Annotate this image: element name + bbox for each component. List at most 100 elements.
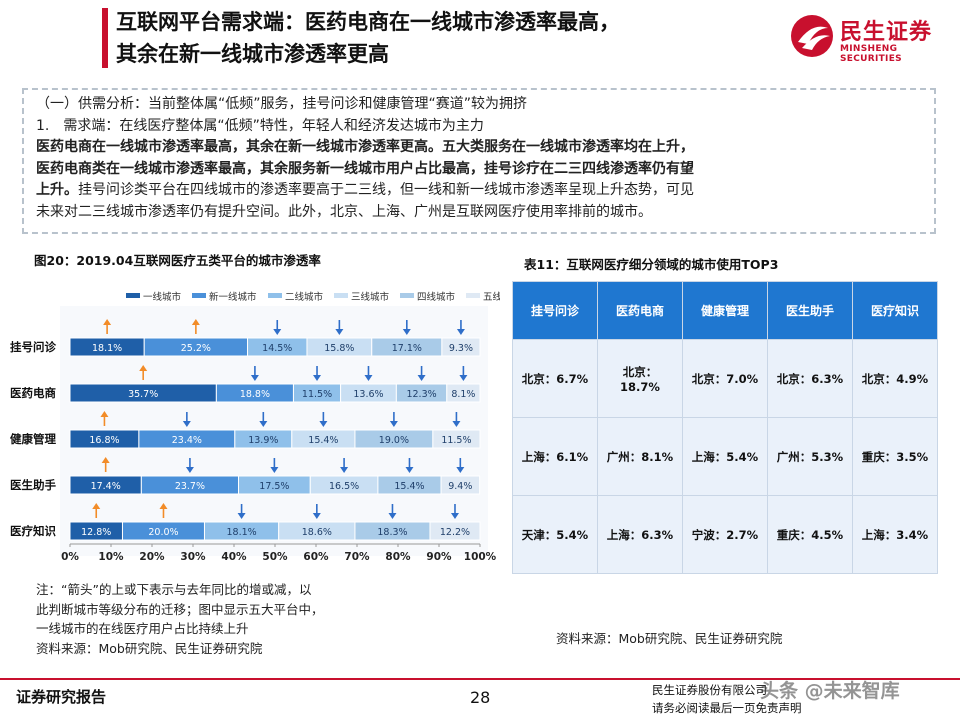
- data-label: 8.1%: [451, 389, 475, 400]
- table-cell: 广州：8.1%: [597, 417, 683, 496]
- chart-source: 资料来源：Mob研究院、民生证券研究院: [36, 640, 263, 656]
- arrow-up-icon: [100, 411, 109, 417]
- arrow-up-icon: [139, 365, 148, 371]
- x-tick-label: 20%: [139, 551, 165, 563]
- summary-line-5: 上升。挂号问诊类平台在四线城市的渗透率要高于二三线，但一线和新一线城市渗透率呈现…: [36, 180, 924, 202]
- data-label: 17.4%: [91, 481, 121, 492]
- data-label: 15.4%: [394, 481, 424, 492]
- title-accent-bar: [102, 8, 108, 68]
- table-cell: 北京：4.9%: [852, 339, 938, 418]
- x-tick-label: 100%: [464, 551, 497, 563]
- legend-swatch: [126, 293, 140, 298]
- legend-label: 三线城市: [351, 291, 390, 303]
- table-cell: 宁波：2.7%: [682, 495, 768, 574]
- arrow-down-icon: [388, 513, 397, 519]
- data-label: 14.5%: [262, 343, 292, 354]
- data-label: 16.8%: [89, 435, 119, 446]
- summary-line-1: （一）供需分析：当前整体属“低频”服务，挂号问诊和健康管理“赛道”较为拥挤: [36, 96, 528, 112]
- arrow-down-icon: [340, 467, 349, 473]
- legend-label: 二线城市: [285, 291, 324, 303]
- data-label: 13.6%: [353, 389, 383, 400]
- arrow-down-icon: [182, 421, 191, 427]
- x-tick-label: 80%: [385, 551, 411, 563]
- legend-swatch: [268, 293, 282, 298]
- arrow-up-icon: [101, 457, 110, 463]
- data-label: 25.2%: [181, 343, 211, 354]
- arrow-up-icon: [103, 319, 112, 325]
- x-tick-label: 0%: [61, 551, 79, 563]
- page-title-line2: 其余在新一线城市渗透率更高: [116, 41, 389, 66]
- data-label: 18.1%: [92, 343, 122, 354]
- data-label: 12.2%: [440, 527, 470, 538]
- table-header-cell: 医药电商: [597, 281, 683, 340]
- x-tick-label: 30%: [180, 551, 206, 563]
- data-label: 35.7%: [128, 389, 158, 400]
- arrow-down-icon: [270, 467, 279, 473]
- table-cell: 上海：5.4%: [682, 417, 768, 496]
- data-label: 15.8%: [324, 343, 354, 354]
- table-cell: 北京：6.3%: [767, 339, 853, 418]
- arrow-down-icon: [405, 467, 414, 473]
- arrow-down-icon: [450, 513, 459, 519]
- table-header-cell: 医疗知识: [852, 281, 938, 340]
- legend-label: 四线城市: [417, 291, 456, 303]
- watermark: 头条 @未来智库: [760, 680, 900, 702]
- minsheng-logo: 民生证券 MINSHENG SECURITIES: [790, 12, 960, 64]
- arrow-down-icon: [259, 421, 268, 427]
- data-label: 23.4%: [172, 435, 202, 446]
- bar-segment: [446, 383, 481, 403]
- summary-line-4: 医药电商类在一线城市渗透率最高，其余服务新一线城市用户占比最高，挂号诊疗在二三四…: [36, 160, 694, 177]
- footer-disclaimer: 请务必阅读最后一页免责声明: [652, 701, 802, 715]
- arrow-down-icon: [312, 513, 321, 519]
- footer-report-label: 证券研究报告: [16, 688, 107, 706]
- logo-text-en: MINSHENG SECURITIES: [840, 44, 902, 64]
- legend-swatch: [192, 293, 206, 298]
- bar-segment: [441, 337, 481, 357]
- x-tick-label: 60%: [303, 551, 329, 563]
- data-label: 17.5%: [259, 481, 289, 492]
- data-label: 18.3%: [377, 527, 407, 538]
- table-source: 资料来源：Mob研究院、民生证券研究院: [556, 631, 783, 646]
- table-cell: 上海：3.4%: [852, 495, 938, 574]
- x-tick-label: 10%: [98, 551, 124, 563]
- summary-line-5-bold: 上升。: [36, 182, 78, 198]
- arrow-down-icon: [456, 329, 465, 335]
- x-tick-label: 90%: [426, 551, 452, 563]
- page-number: 28: [470, 688, 491, 707]
- table-row: 上海：6.1% 广州：8.1% 上海：5.4% 广州：5.3% 重庆：3.5%: [512, 417, 938, 496]
- chart-note-line1: 注：“箭头”的上或下表示与去年同比的增或减，以: [36, 582, 312, 597]
- footer-divider: [0, 678, 960, 680]
- chart-note: 注：“箭头”的上或下表示与去年同比的增或减，以 此判断城市等级分布的迁移；图中显…: [36, 580, 436, 658]
- arrow-down-icon: [452, 421, 461, 427]
- legend-label: 一线城市: [143, 291, 182, 303]
- bar-segment: [429, 521, 481, 541]
- summary-line-6: 未来对二三线城市渗透率仍有提升空间。此外，北京、上海、广州是互联网医疗使用率排前…: [36, 203, 652, 220]
- category-label: 挂号问诊: [10, 340, 56, 354]
- table-cell: 重庆：4.5%: [767, 495, 853, 574]
- data-label: 23.7%: [175, 481, 205, 492]
- data-label: 11.5%: [302, 389, 332, 400]
- penetration-bar-chart: 一线城市 新一线城市 二线城市 三线城市 四线城市 五线城市挂号问诊 18.1% 25.2% 1…: [10, 291, 500, 563]
- bar-segment: [440, 475, 481, 495]
- header: 互联网平台需求端：医药电商在一线城市渗透率最高， 其余在新一线城市渗透率更高 民…: [0, 0, 960, 82]
- arrow-down-icon: [456, 467, 465, 473]
- category-label: 健康管理: [10, 432, 56, 446]
- page-title-line1: 互联网平台需求端：医药电商在一线城市渗透率最高，: [116, 9, 620, 34]
- page-title: 互联网平台需求端：医药电商在一线城市渗透率最高， 其余在新一线城市渗透率更高: [116, 6, 756, 70]
- table-row: 北京：6.7% 北京： 18.7% 北京：7.0% 北京：6.3% 北京：4.9…: [512, 339, 938, 418]
- x-tick-label: 50%: [262, 551, 288, 563]
- table-cell: 北京：6.7%: [512, 339, 598, 418]
- arrow-down-icon: [417, 375, 426, 381]
- summary-line-3: 医药电商在一线城市渗透率最高，其余在新一线城市渗透率更高。五大类服务在一线城市渗…: [36, 139, 694, 155]
- data-label: 9.3%: [449, 343, 473, 354]
- table-cell: 北京： 18.7%: [597, 339, 683, 418]
- table-header-row: 挂号问诊 医药电商 健康管理 医生助手 医疗知识: [512, 281, 938, 340]
- data-label: 12.3%: [406, 389, 436, 400]
- figure-title: 图20：2019.04互联网医疗五类平台的城市渗透率: [34, 253, 321, 268]
- table-cell: 上海：6.3%: [597, 495, 683, 574]
- table-cell: 重庆：3.5%: [852, 417, 938, 496]
- data-label: 12.8%: [81, 527, 111, 538]
- arrow-up-icon: [92, 503, 101, 509]
- arrow-down-icon: [364, 375, 373, 381]
- data-label: 19.0%: [379, 435, 409, 446]
